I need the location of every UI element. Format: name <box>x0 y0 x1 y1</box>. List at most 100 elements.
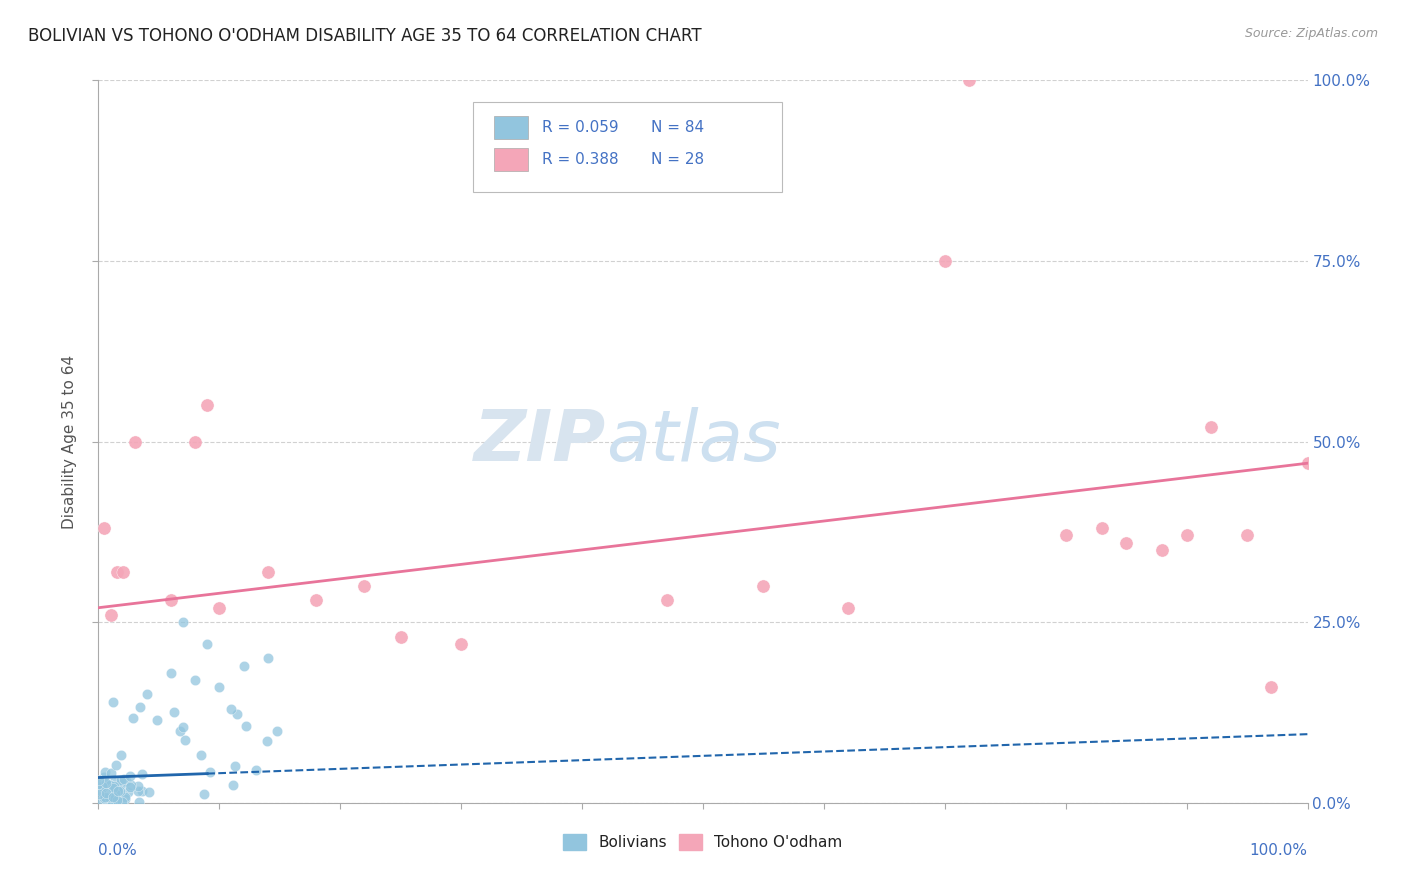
Text: 100.0%: 100.0% <box>1250 843 1308 857</box>
Point <box>105 758 128 772</box>
Text: ZIP: ZIP <box>474 407 606 476</box>
Point <box>934 253 956 268</box>
Point <box>96 789 118 803</box>
Point <box>96 791 118 805</box>
Point <box>353 579 375 593</box>
Point <box>190 748 212 763</box>
Point <box>91 780 114 794</box>
FancyBboxPatch shape <box>494 116 527 139</box>
Point <box>1091 521 1114 535</box>
Text: R = 0.059: R = 0.059 <box>543 120 619 135</box>
Point <box>107 780 129 795</box>
Point <box>105 783 128 797</box>
Point <box>160 665 183 680</box>
Text: N = 28: N = 28 <box>651 153 704 168</box>
Point <box>256 651 278 665</box>
Point <box>389 630 412 644</box>
Text: N = 84: N = 84 <box>651 120 704 135</box>
Text: 0.0%: 0.0% <box>98 843 138 857</box>
Point <box>450 637 472 651</box>
Point <box>89 795 111 809</box>
Point <box>110 777 132 791</box>
Point <box>128 796 150 810</box>
FancyBboxPatch shape <box>494 148 527 171</box>
Point <box>225 707 247 722</box>
Text: R = 0.388: R = 0.388 <box>543 153 619 168</box>
Point <box>208 680 231 694</box>
Point <box>107 783 129 797</box>
Point <box>100 765 122 780</box>
Point <box>138 785 160 799</box>
Point <box>162 705 184 719</box>
Point <box>1175 528 1198 542</box>
Y-axis label: Disability Age 35 to 64: Disability Age 35 to 64 <box>62 354 77 529</box>
Point <box>957 73 980 87</box>
Point <box>93 790 115 805</box>
Point <box>114 792 136 806</box>
Point <box>100 793 122 807</box>
Point <box>94 765 117 780</box>
Point <box>184 434 207 449</box>
Point <box>120 778 142 792</box>
Point <box>169 723 191 738</box>
Point <box>101 780 124 795</box>
Point <box>111 795 134 809</box>
Point <box>837 600 859 615</box>
Point <box>160 593 183 607</box>
Point <box>98 778 121 792</box>
Point <box>129 699 152 714</box>
Point <box>97 780 120 795</box>
Point <box>131 784 153 798</box>
Point <box>135 687 157 701</box>
Point <box>87 772 110 787</box>
Point <box>114 774 136 789</box>
Point <box>118 780 141 794</box>
Point <box>111 565 134 579</box>
Point <box>94 785 117 799</box>
FancyBboxPatch shape <box>474 102 782 193</box>
Text: BOLIVIAN VS TOHONO O'ODHAM DISABILITY AGE 35 TO 64 CORRELATION CHART: BOLIVIAN VS TOHONO O'ODHAM DISABILITY AG… <box>28 27 702 45</box>
Point <box>117 784 139 798</box>
Point <box>172 615 194 630</box>
Point <box>1236 528 1258 542</box>
Point <box>1115 535 1137 549</box>
Point <box>124 434 146 449</box>
Point <box>221 778 243 792</box>
Point <box>127 779 149 793</box>
Point <box>104 793 127 807</box>
Point <box>198 764 221 779</box>
Point <box>232 658 254 673</box>
Point <box>93 521 115 535</box>
Point <box>131 767 153 781</box>
Point <box>655 593 678 607</box>
Point <box>103 791 125 805</box>
Point <box>266 723 288 738</box>
Text: Source: ZipAtlas.com: Source: ZipAtlas.com <box>1244 27 1378 40</box>
Point <box>235 719 257 733</box>
Point <box>145 713 167 727</box>
Point <box>93 791 115 805</box>
Point <box>195 637 218 651</box>
Point <box>101 789 124 804</box>
Point <box>256 565 278 579</box>
Point <box>1054 528 1077 542</box>
Point <box>87 777 110 791</box>
Point <box>224 759 246 773</box>
Point <box>103 779 125 793</box>
Point <box>1296 456 1319 470</box>
Point <box>90 784 112 798</box>
Point <box>100 607 122 622</box>
Point <box>195 398 218 412</box>
Point <box>121 711 143 725</box>
Point <box>104 786 127 800</box>
Point <box>1199 420 1222 434</box>
Point <box>105 793 128 807</box>
Point <box>193 787 215 801</box>
Point <box>245 763 267 777</box>
Point <box>118 769 141 783</box>
Point <box>1152 542 1174 557</box>
Point <box>112 772 135 786</box>
Point <box>96 793 118 807</box>
Point <box>98 779 121 793</box>
Legend: Bolivians, Tohono O'odham: Bolivians, Tohono O'odham <box>557 829 849 856</box>
